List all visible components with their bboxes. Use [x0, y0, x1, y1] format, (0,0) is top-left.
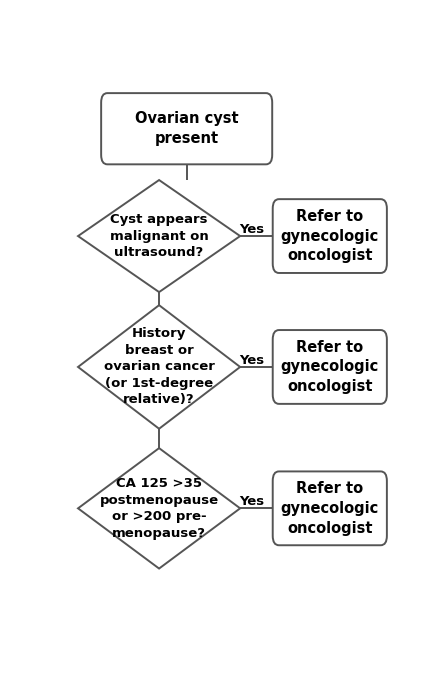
- FancyBboxPatch shape: [101, 93, 272, 165]
- FancyBboxPatch shape: [273, 330, 387, 404]
- Polygon shape: [78, 180, 240, 292]
- Polygon shape: [78, 448, 240, 568]
- Text: History
breast or
ovarian cancer
(or 1st-degree
relative)?: History breast or ovarian cancer (or 1st…: [104, 328, 214, 407]
- Text: CA 125 >35
postmenopause
or >200 pre-
menopause?: CA 125 >35 postmenopause or >200 pre- me…: [100, 477, 218, 540]
- Text: Refer to
gynecologic
oncologist: Refer to gynecologic oncologist: [281, 481, 379, 536]
- Text: Cyst appears
malignant on
ultrasound?: Cyst appears malignant on ultrasound?: [110, 213, 208, 259]
- Text: Yes: Yes: [240, 223, 265, 236]
- Text: Refer to
gynecologic
oncologist: Refer to gynecologic oncologist: [281, 209, 379, 263]
- FancyBboxPatch shape: [273, 199, 387, 273]
- Text: Refer to
gynecologic
oncologist: Refer to gynecologic oncologist: [281, 340, 379, 394]
- FancyBboxPatch shape: [273, 471, 387, 545]
- Text: Yes: Yes: [240, 495, 265, 508]
- Text: Ovarian cyst
present: Ovarian cyst present: [135, 112, 239, 146]
- Polygon shape: [78, 305, 240, 429]
- Text: Yes: Yes: [240, 354, 265, 367]
